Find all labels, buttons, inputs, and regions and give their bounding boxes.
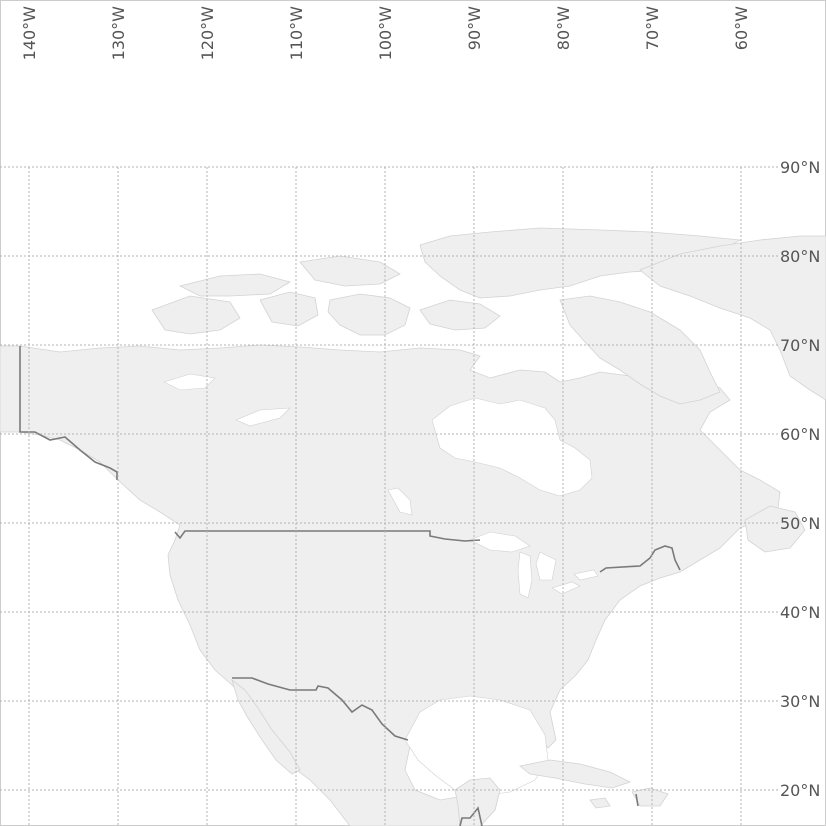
latitude-label: 40°N <box>780 603 820 622</box>
latitude-label: 20°N <box>780 781 820 800</box>
lake-erie <box>551 581 581 595</box>
arctic-island-banks <box>259 291 319 327</box>
greenland <box>639 235 826 401</box>
longitude-label: 80°W <box>554 6 573 50</box>
lake-huron <box>535 551 557 581</box>
border-layer <box>19 346 681 826</box>
graticule <box>0 166 778 826</box>
arctic-island-west <box>151 295 241 335</box>
latitude-label: 60°N <box>780 425 820 444</box>
jamaica <box>589 797 611 809</box>
longitude-label: 60°W <box>732 6 751 50</box>
alaska-canada-border <box>19 346 118 480</box>
lake-winnipeg <box>387 487 413 516</box>
cuba <box>519 759 632 789</box>
arctic-island-victoria <box>327 293 411 336</box>
latitude-label: 90°N <box>780 158 820 177</box>
newfoundland <box>744 505 806 553</box>
longitude-label: 110°W <box>287 6 306 61</box>
great-bear-lake <box>163 373 216 391</box>
us-canada-border-49th-parallel <box>174 530 481 542</box>
arctic-island-north <box>178 273 292 297</box>
latitude-label: 50°N <box>780 514 820 533</box>
lake-superior <box>469 531 531 553</box>
lake-ontario <box>573 569 599 581</box>
lake-michigan <box>517 551 533 599</box>
longitude-label: 140°W <box>20 6 39 61</box>
longitude-label: 130°W <box>109 6 128 61</box>
latitude-label: 30°N <box>780 692 820 711</box>
us-canada-border-east <box>599 545 681 573</box>
guatemala-border <box>459 806 483 826</box>
haiti-dr-border <box>635 793 639 807</box>
hispaniola <box>631 787 669 807</box>
north-america-landmass <box>0 344 781 826</box>
arctic-island-baffin <box>559 295 721 405</box>
arctic-island-queen-elizabeth <box>299 255 401 287</box>
latitude-label: 70°N <box>780 336 820 355</box>
longitude-label: 100°W <box>376 6 395 61</box>
latitude-label: 80°N <box>780 247 820 266</box>
latitude-labels: 90°N 80°N 70°N 60°N 50°N 40°N 30°N 20°N <box>780 158 820 800</box>
longitude-label: 70°W <box>643 6 662 50</box>
longitude-labels: 140°W 130°W 120°W 110°W 100°W 90°W 80°W 70°W 60°… <box>20 6 751 61</box>
longitude-label: 90°W <box>465 6 484 50</box>
arctic-island-devon <box>419 299 501 331</box>
hudson-bay <box>431 397 593 497</box>
land-layer <box>0 227 826 826</box>
great-slave-lake <box>235 407 291 427</box>
longitude-label: 120°W <box>198 6 217 61</box>
us-mexico-border <box>232 677 409 741</box>
